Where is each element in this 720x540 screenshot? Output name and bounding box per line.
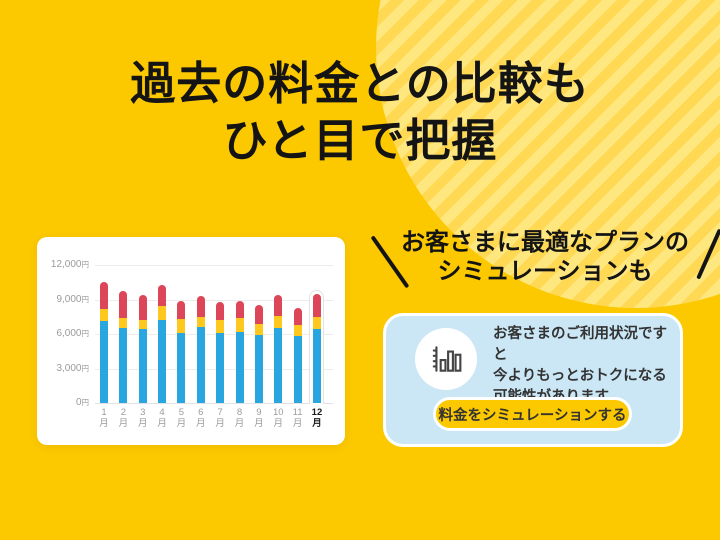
- bar-2月: [119, 291, 128, 403]
- simulation-message-line1: お客さまのご利用状況ですと: [493, 326, 667, 363]
- bar-11月: [293, 307, 302, 403]
- bar-3-segment-base-charge: [138, 329, 147, 403]
- simulate-price-button[interactable]: 料金をシミュレーションする: [433, 397, 632, 431]
- x-axis-label-10月: 10 月: [272, 407, 284, 429]
- page-title-line2: ひと目で把握: [222, 115, 498, 166]
- y-axis-unit: 円: [81, 295, 90, 304]
- bar-10-segment-top-charge: [274, 294, 283, 316]
- bar-2-segment-mid-charge: [119, 317, 128, 329]
- bar-6月: [196, 296, 205, 403]
- bar-6-segment-mid-charge: [196, 316, 205, 328]
- bar-3-segment-top-charge: [138, 294, 147, 321]
- promo-callout: お客さまに最適なプランの シミュレーションも: [400, 228, 690, 286]
- gridline-6000: [95, 334, 333, 335]
- y-axis-unit: 円: [81, 329, 90, 338]
- simulation-message: お客さまのご利用状況ですと 今よりもっとおトクになる 可能性があります: [493, 324, 673, 408]
- chart-icon-circle: [415, 328, 477, 390]
- bar-8月: [235, 300, 244, 403]
- bar-1-segment-top-charge: [100, 282, 108, 309]
- bar-4-segment-mid-charge: [158, 306, 167, 321]
- bar-9-segment-mid-charge: [254, 323, 263, 336]
- bar-7-segment-mid-charge: [216, 320, 225, 333]
- x-axis-label-12月: 12 月: [311, 407, 323, 429]
- bar-6-segment-top-charge: [196, 296, 205, 317]
- bar-9-segment-base-charge: [254, 335, 263, 403]
- simulation-card: お客さまのご利用状況ですと 今よりもっとおトクになる 可能性があります 料金をシ…: [383, 313, 683, 447]
- bar-12-segment-base-charge: [312, 329, 321, 403]
- bar-5-segment-top-charge: [177, 300, 186, 320]
- bar-9月: [254, 305, 263, 403]
- bar-2-segment-base-charge: [119, 328, 128, 403]
- bar-2-segment-top-charge: [119, 291, 128, 318]
- y-axis-label-9000: 9,000円: [56, 294, 90, 305]
- billing-bar-chart: 0円 3,000円 6,000円 9,000円 12,000円 1 月 2 月 3 月 4 月 5 月 6 月 7…: [37, 237, 345, 445]
- gridline-0: [95, 403, 333, 404]
- bar-12月: [312, 293, 321, 403]
- bar-5月: [177, 300, 186, 403]
- bar-8-segment-mid-charge: [235, 317, 244, 332]
- gridline-9000: [95, 300, 333, 301]
- bar-9-segment-top-charge: [254, 305, 263, 324]
- bar-8-segment-top-charge: [235, 300, 244, 318]
- bar-7-segment-top-charge: [216, 301, 225, 321]
- bar-11-segment-top-charge: [293, 307, 302, 325]
- bar-12-segment-mid-charge: [312, 316, 321, 330]
- y-axis-unit: 円: [81, 364, 90, 373]
- bar-10-segment-base-charge: [274, 328, 283, 403]
- bar-10月: [274, 294, 283, 403]
- bar-3-segment-mid-charge: [138, 320, 147, 330]
- promo-line1: お客さまに最適なプランの: [401, 229, 689, 256]
- bar-1月: [100, 282, 108, 403]
- page-title-line1: 過去の料金との比較も: [130, 58, 590, 109]
- bar-1-segment-mid-charge: [100, 308, 108, 322]
- bar-4-segment-base-charge: [158, 320, 167, 403]
- billing-history-chart-card: 0円 3,000円 6,000円 9,000円 12,000円 1 月 2 月 3 月 4 月 5 月 6 月 7…: [37, 237, 345, 445]
- bar-8-segment-base-charge: [235, 331, 244, 403]
- simulation-message-line2: 今よりもっとおトクになる: [493, 368, 667, 384]
- page-title: 過去の料金との比較も ひと目で把握: [0, 55, 720, 169]
- bar-chart-icon: [432, 346, 462, 372]
- y-axis-label-6000: 6,000円: [56, 328, 90, 339]
- bar-4月: [158, 284, 167, 403]
- bar-7月: [216, 301, 225, 403]
- bar-4-segment-top-charge: [158, 284, 167, 307]
- bar-10-segment-mid-charge: [274, 315, 283, 329]
- y-axis-label-0: 0円: [75, 397, 90, 408]
- bar-5-segment-mid-charge: [177, 319, 186, 333]
- x-axis-label-11月: 11 月: [292, 407, 303, 429]
- bar-5-segment-base-charge: [177, 332, 186, 403]
- y-axis-label-12000: 12,000円: [50, 259, 90, 270]
- gridline-12000: [95, 265, 333, 266]
- bar-7-segment-base-charge: [216, 332, 225, 403]
- bar-12-segment-top-charge: [312, 293, 321, 317]
- y-axis-unit: 円: [81, 398, 90, 407]
- gridline-3000: [95, 369, 333, 370]
- y-axis-label-3000: 3,000円: [56, 363, 90, 374]
- bar-6-segment-base-charge: [196, 327, 205, 403]
- bar-3月: [138, 294, 147, 403]
- bar-11-segment-base-charge: [293, 336, 302, 403]
- bar-11-segment-mid-charge: [293, 324, 302, 337]
- bar-1-segment-base-charge: [100, 321, 108, 403]
- promo-line2: シミュレーションも: [437, 258, 653, 285]
- y-axis-unit: 円: [81, 260, 90, 269]
